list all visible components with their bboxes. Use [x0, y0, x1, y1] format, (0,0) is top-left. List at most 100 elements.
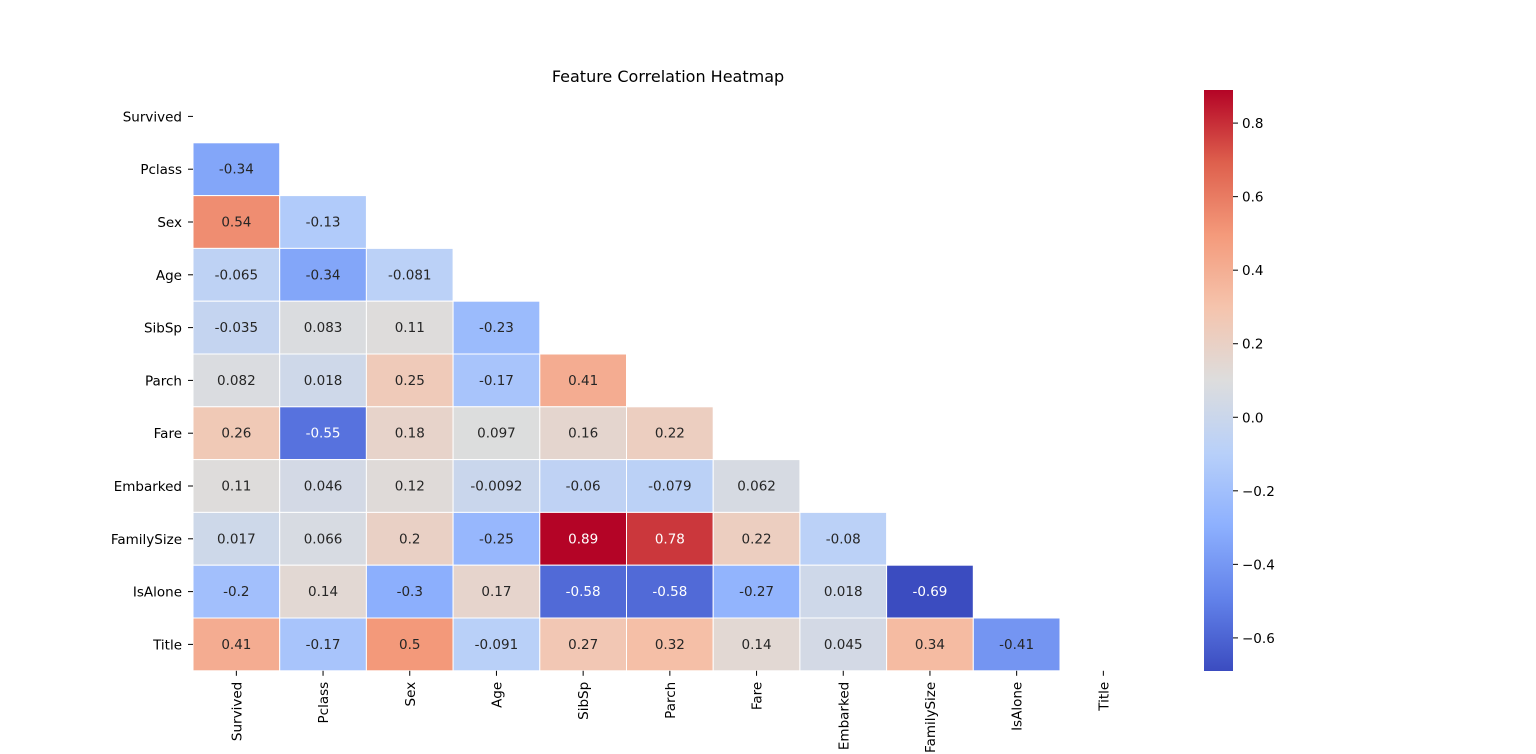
cell-value-label: 0.017: [217, 531, 256, 547]
cell-value-label: 0.018: [304, 373, 343, 389]
heatmap-cell: [279, 406, 367, 461]
heatmap-cell: [452, 406, 541, 461]
heatmap-cell: [539, 617, 627, 672]
heatmap-cell: [192, 142, 281, 197]
cell-value-label: -0.58: [566, 584, 601, 600]
x-tick-label: Parch: [663, 682, 679, 719]
x-tick-label: Pclass: [316, 682, 332, 724]
heatmap-cell: [279, 564, 367, 619]
cell-value-label: -0.23: [479, 320, 514, 336]
cell-value-label: -0.17: [479, 373, 514, 389]
cell-value-label: 0.16: [568, 426, 598, 442]
heatmap-cell: [712, 564, 801, 619]
cell-value-label: 0.082: [217, 373, 256, 389]
cell-value-label: -0.27: [739, 584, 774, 600]
heatmap-cell: [712, 459, 801, 513]
cell-value-label: 0.045: [824, 637, 863, 653]
cell-value-label: -0.2: [223, 584, 249, 600]
cell-value-label: 0.25: [395, 373, 425, 389]
x-tick-label: Sex: [403, 682, 419, 707]
heatmap-cell: [452, 459, 541, 513]
cell-value-label: 0.22: [742, 531, 772, 547]
heatmap-cell: [886, 564, 974, 619]
y-tick-label: Fare: [154, 426, 182, 442]
colorbar-tick-label: 0.6: [1242, 190, 1263, 206]
heatmap-cell: [539, 353, 627, 408]
y-tick-label: SibSp: [144, 321, 182, 337]
y-tick-label: Title: [152, 637, 182, 653]
heatmap-cell: [365, 511, 454, 566]
heatmap-cell: [279, 353, 367, 408]
heatmap-cell: [192, 617, 281, 672]
cell-value-label: -0.0092: [470, 479, 522, 495]
cell-value-label: 0.41: [221, 637, 251, 653]
cell-value-label: -0.25: [479, 531, 514, 547]
cell-value-label: 0.18: [395, 426, 425, 442]
heatmap-cell: [626, 617, 714, 672]
x-tick-label: IsAlone: [1010, 682, 1026, 731]
cell-value-label: 0.22: [655, 426, 685, 442]
y-tick-label: Sex: [157, 215, 182, 231]
cell-value-label: -0.035: [215, 320, 259, 336]
heatmap-cell: [279, 195, 367, 249]
heatmap-cell: [192, 459, 281, 513]
cell-value-label: 0.066: [304, 531, 343, 547]
cell-value-label: -0.17: [306, 637, 341, 653]
x-tick-label: FamilySize: [923, 682, 939, 753]
y-tick-label: Survived: [123, 109, 182, 125]
heatmap-cell: [452, 564, 541, 619]
heatmap-cell: [799, 511, 888, 566]
cell-value-label: 0.89: [568, 531, 598, 547]
x-axis-labels: Survived Pclass Sex Age SibSp Parch Fare Embark…: [229, 670, 1112, 753]
heatmap-cell: [626, 459, 714, 513]
x-tick-label: Survived: [229, 682, 245, 741]
cell-value-label: 0.018: [824, 584, 863, 600]
cell-value-label: 0.062: [737, 479, 776, 495]
cell-value-label: -0.41: [999, 637, 1034, 653]
cell-value-label: 0.083: [304, 320, 343, 336]
x-tick-label: Title: [1096, 682, 1112, 712]
y-tick-label: Pclass: [140, 162, 182, 178]
cell-value-label: -0.08: [826, 531, 861, 547]
cell-value-label: 0.17: [481, 584, 511, 600]
heatmap-cell: [192, 564, 281, 619]
cell-value-label: -0.079: [648, 479, 692, 495]
heatmap-cell: [972, 617, 1061, 672]
y-tick-label: Age: [156, 268, 182, 284]
cell-value-label: 0.14: [742, 637, 772, 653]
heatmap-cell: [192, 511, 281, 566]
cell-value-label: -0.58: [652, 584, 687, 600]
heatmap-cell: [192, 247, 281, 302]
cell-value-label: -0.065: [215, 267, 259, 283]
heatmap-cell: [279, 300, 367, 355]
cell-value-label: -0.3: [397, 584, 423, 600]
cell-value-label: 0.2: [399, 531, 420, 547]
heatmap-cell: [799, 617, 888, 672]
heatmap-cell: [192, 195, 281, 249]
colorbar-tick-label: −0.6: [1242, 631, 1275, 647]
x-tick-label: Age: [489, 682, 505, 708]
heatmap-cell: [539, 406, 627, 461]
heatmap-cell: [452, 617, 541, 672]
cell-value-label: 0.046: [304, 479, 343, 495]
colorbar-tick-label: −0.2: [1242, 484, 1275, 500]
cell-value-label: -0.34: [306, 267, 341, 283]
colorbar-tick-label: 0.2: [1242, 337, 1263, 353]
heatmap-cell: [626, 406, 714, 461]
cell-value-label: 0.5: [399, 637, 420, 653]
heatmap-cell: [279, 617, 367, 672]
colorbar-tick-label: 0.4: [1242, 263, 1263, 279]
heatmap-cell: [279, 459, 367, 513]
chart-title: Feature Correlation Heatmap: [552, 67, 784, 86]
heatmap-cell: [886, 617, 974, 672]
heatmap-cell: [452, 300, 541, 355]
cell-value-label: 0.34: [915, 637, 945, 653]
colorbar-gradient: [1204, 90, 1233, 671]
cell-value-label: -0.081: [388, 267, 432, 283]
heatmap-cells: -0.34 0.54 -0.13 -0.065 -0.34 -0.081 -0.035 0.0…: [192, 142, 1061, 672]
cell-value-label: 0.78: [655, 531, 685, 547]
heatmap-cell: [365, 406, 454, 461]
x-tick-label: Embarked: [836, 682, 852, 750]
heatmap-cell: [365, 247, 454, 302]
